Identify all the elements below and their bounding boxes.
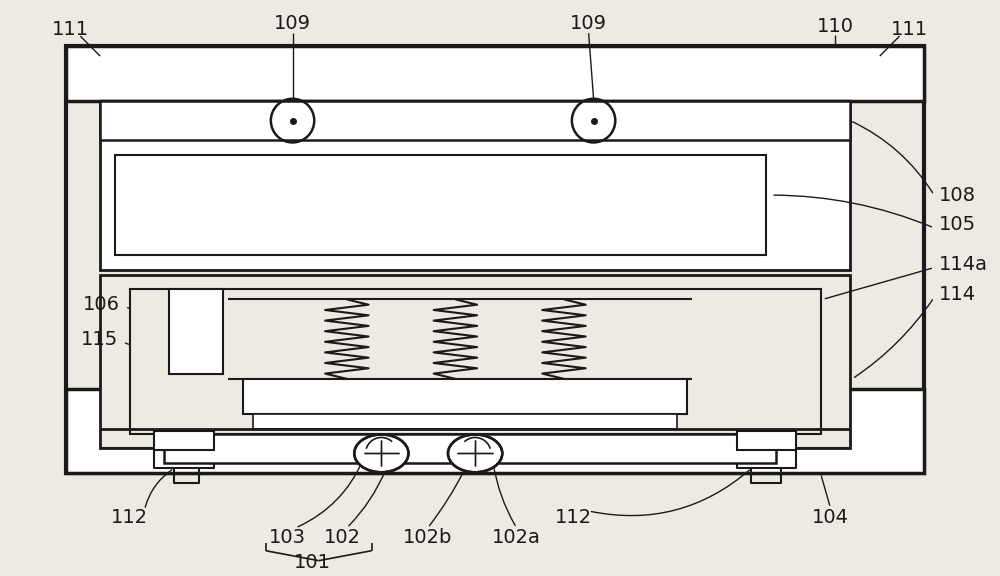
Text: 102b: 102b [403,528,452,547]
Bar [100,101,850,270]
Text: 114a: 114a [939,255,988,274]
Bar [164,434,776,463]
Bar [154,430,214,450]
Bar [243,379,687,414]
Text: 112: 112 [111,509,148,528]
Text: 111: 111 [52,20,89,39]
Text: 111: 111 [891,20,928,39]
Text: 115: 115 [81,329,118,348]
Bar [253,414,677,429]
Text: 102: 102 [323,528,360,547]
Text: 104: 104 [812,509,849,528]
Bar [66,389,924,473]
Text: 109: 109 [274,14,311,33]
Bar [130,290,821,434]
Bar [100,101,850,141]
Bar [737,430,796,450]
Text: 101: 101 [294,553,331,572]
Bar [115,156,766,255]
Text: 105: 105 [939,215,976,234]
Text: 102a: 102a [492,528,541,547]
Bar [66,46,924,101]
Text: 110: 110 [817,17,854,36]
Text: 114: 114 [939,285,976,304]
Bar [66,46,924,473]
Text: 106: 106 [83,295,120,314]
Text: 109: 109 [570,14,607,33]
Bar [169,290,223,374]
Ellipse shape [449,435,501,471]
Text: 108: 108 [939,185,976,204]
Text: 112: 112 [555,509,592,528]
Text: 107: 107 [589,295,626,314]
Ellipse shape [355,435,408,471]
Text: 103: 103 [269,528,306,547]
Bar [100,275,850,448]
